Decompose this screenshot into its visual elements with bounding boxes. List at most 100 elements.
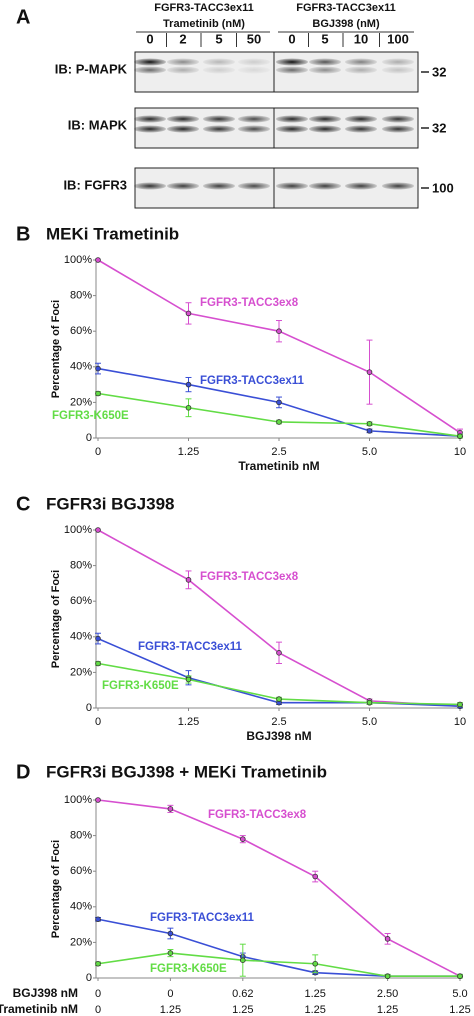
data-point bbox=[167, 930, 174, 937]
series-label: FGFR3-K650E bbox=[102, 680, 179, 692]
y-axis-label: Percentage of Foci bbox=[50, 300, 62, 398]
blot-band bbox=[382, 182, 414, 190]
data-point bbox=[185, 310, 192, 317]
lane-label: 5 bbox=[321, 31, 328, 46]
x-tick-label: 1.25 bbox=[178, 716, 199, 728]
series-label: FGFR3-TACC3ex11 bbox=[200, 375, 305, 387]
chart-title: FGFR3i BGJ398 bbox=[46, 494, 175, 513]
y-tick-label: 60% bbox=[70, 325, 92, 337]
data-point bbox=[95, 527, 101, 533]
y-tick-label: 60% bbox=[70, 595, 92, 607]
data-point bbox=[366, 428, 373, 434]
data-point bbox=[185, 676, 192, 683]
data-point bbox=[95, 635, 101, 642]
blot-band bbox=[276, 125, 308, 133]
data-point bbox=[457, 433, 463, 440]
blot-band bbox=[276, 182, 308, 190]
data-point bbox=[384, 936, 391, 942]
data-point bbox=[167, 950, 174, 956]
y-tick-label: 100% bbox=[64, 794, 92, 806]
blot-band bbox=[382, 58, 414, 66]
blot-band bbox=[167, 125, 199, 133]
data-point bbox=[95, 660, 101, 667]
blot-band bbox=[382, 125, 414, 133]
x2-tick-label: 1.25 bbox=[232, 1004, 253, 1016]
series-line bbox=[97, 799, 461, 977]
blot-band bbox=[203, 58, 235, 66]
data-point bbox=[185, 577, 192, 583]
blot-band bbox=[238, 58, 270, 66]
blot-band bbox=[167, 182, 199, 190]
x-tick-label: 2.50 bbox=[377, 988, 398, 1000]
x2-tick-label: 1.25 bbox=[304, 1004, 325, 1016]
data-point bbox=[366, 699, 373, 706]
data-point bbox=[276, 328, 282, 335]
group-drug: BGJ398 (nM) bbox=[312, 18, 380, 30]
blot-band bbox=[238, 182, 270, 190]
blot-band bbox=[203, 182, 235, 190]
blot-band bbox=[167, 58, 199, 66]
x2-tick-label: 1.25 bbox=[377, 1004, 398, 1016]
data-point bbox=[95, 390, 101, 397]
blot-band bbox=[345, 66, 377, 74]
y-tick-label: 20% bbox=[70, 666, 92, 678]
data-point bbox=[457, 973, 463, 980]
data-point bbox=[95, 257, 101, 263]
blot-band bbox=[203, 125, 235, 133]
blot-band bbox=[238, 115, 270, 123]
row-label: IB: P-MAPK bbox=[55, 61, 128, 76]
y-axis-label: Percentage of Foci bbox=[50, 840, 62, 938]
y-tick-label: 80% bbox=[70, 830, 92, 842]
data-point bbox=[185, 381, 192, 388]
data-point bbox=[95, 960, 101, 967]
data-point bbox=[312, 960, 319, 967]
blot-band bbox=[203, 115, 235, 123]
blot-band bbox=[238, 125, 270, 133]
x-tick-label: 2.5 bbox=[271, 716, 286, 728]
series-label: FGFR3-TACC3ex8 bbox=[200, 571, 299, 583]
blot-band bbox=[167, 115, 199, 123]
panel-letter: B bbox=[16, 223, 30, 245]
blot-band bbox=[309, 66, 341, 74]
row-label: IB: MAPK bbox=[68, 117, 128, 132]
data-point bbox=[167, 806, 174, 812]
data-point bbox=[95, 916, 101, 923]
series-label: FGFR3-TACC3ex8 bbox=[200, 297, 299, 309]
y-tick-label: 80% bbox=[70, 560, 92, 572]
series-label: FGFR3-TACC3ex8 bbox=[208, 809, 307, 821]
x-tick-label: 5.0 bbox=[362, 446, 377, 458]
y-tick-label: 20% bbox=[70, 396, 92, 408]
blot-band bbox=[345, 58, 377, 66]
x-tick-label: 10 bbox=[454, 446, 466, 458]
blot-band bbox=[238, 66, 270, 74]
x-tick-label: 2.5 bbox=[271, 446, 286, 458]
blot-band bbox=[276, 115, 308, 123]
y-tick-label: 20% bbox=[70, 936, 92, 948]
row-label: IB: FGFR3 bbox=[63, 177, 127, 192]
blot-band bbox=[276, 58, 308, 66]
lane-label: 2 bbox=[179, 31, 186, 46]
x-tick-label: 0 bbox=[95, 988, 101, 1000]
marker-label: 100 bbox=[432, 180, 454, 195]
x-tick-label: 0 bbox=[95, 446, 101, 458]
lane-label: 10 bbox=[354, 31, 368, 46]
data-point bbox=[276, 419, 282, 425]
y-tick-label: 80% bbox=[70, 290, 92, 302]
marker-label: 32 bbox=[432, 120, 446, 135]
data-point bbox=[240, 957, 246, 963]
panel-letter: D bbox=[16, 761, 30, 783]
series-label: FGFR3-K650E bbox=[52, 410, 129, 422]
blot-band bbox=[345, 115, 377, 123]
lane-label: 0 bbox=[288, 31, 295, 46]
series-label: FGFR3-TACC3ex11 bbox=[138, 641, 243, 653]
series-line bbox=[97, 952, 460, 978]
blot-band bbox=[382, 115, 414, 123]
x2-tick-label: 1.25 bbox=[449, 1004, 470, 1016]
data-point bbox=[95, 797, 101, 803]
group-name: FGFR3-TACC3ex11 bbox=[296, 2, 395, 14]
x-tick-label: 1.25 bbox=[304, 988, 325, 1000]
blot-band bbox=[134, 66, 166, 74]
blot-band bbox=[382, 66, 414, 74]
data-point bbox=[276, 696, 282, 702]
